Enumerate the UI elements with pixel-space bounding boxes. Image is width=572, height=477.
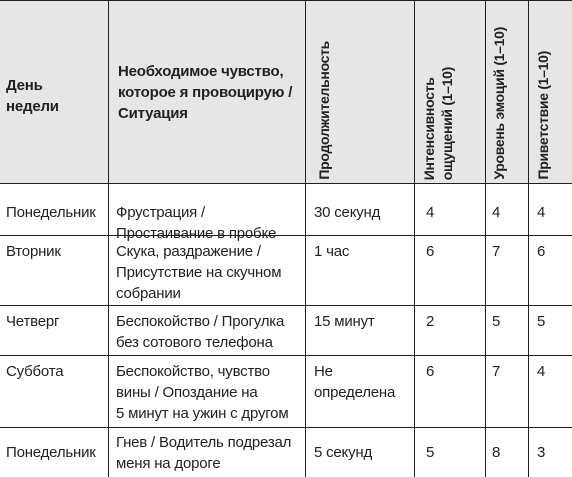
cell-duration: Не определена xyxy=(314,363,396,401)
cell-day: Четверг xyxy=(6,313,60,330)
table-row: Понедельник Гнев / Водитель подрезал мен… xyxy=(0,428,572,477)
cell-greeting: 3 xyxy=(537,444,546,461)
cell-emotion: 7 xyxy=(492,363,501,380)
cell-sensation: 6 xyxy=(426,243,435,260)
cell-emotion: 8 xyxy=(492,444,501,461)
table-row: Четверг Беспокойство / Прогулка без сото… xyxy=(0,306,572,356)
cell-duration: 1 час xyxy=(314,243,350,260)
cell-feeling: Гнев / Водитель подрезал меня на дороге xyxy=(116,434,292,472)
column-divider xyxy=(108,0,109,477)
cell-sensation: 5 xyxy=(426,444,435,461)
cell-feeling: Беспокойство / Прогулка без сотового тел… xyxy=(116,313,285,351)
cell-day: Вторник xyxy=(6,243,61,260)
cell-feeling: Фрустрация / Простаивание в пробке xyxy=(116,204,277,242)
cell-feeling: Беспокойство, чувство вины / Опоздание н… xyxy=(116,363,289,422)
cell-duration: 5 секунд xyxy=(314,444,373,461)
header-duration: Продолжительность xyxy=(316,41,332,180)
cell-sensation: 2 xyxy=(426,313,435,330)
cell-day: Суббота xyxy=(6,363,64,380)
cell-emotion: 5 xyxy=(492,313,501,330)
cell-greeting: 4 xyxy=(537,204,546,221)
cell-duration: 15 минут xyxy=(314,313,375,330)
cell-emotion: 4 xyxy=(492,204,501,221)
cell-sensation: 6 xyxy=(426,363,435,380)
cell-day: Понедельник xyxy=(6,444,96,461)
column-divider xyxy=(528,0,529,477)
header-sensation: Интенсивность ощущений (1–10) xyxy=(421,66,455,180)
column-divider xyxy=(485,0,486,477)
table-row: Суббота Беспокойство, чувство вины / Опо… xyxy=(0,356,572,428)
header-day: День недели xyxy=(6,77,59,115)
cell-greeting: 5 xyxy=(537,313,546,330)
table-row: Понедельник Фрустрация / Простаивание в … xyxy=(0,184,572,242)
cell-feeling: Скука, раздражение / Присутствие на скуч… xyxy=(116,243,282,302)
header-emotion: Уровень эмоций (1–10) xyxy=(491,27,507,180)
cell-day: Понедельник xyxy=(6,204,96,221)
cell-duration: 30 секунд xyxy=(314,204,381,221)
cell-sensation: 4 xyxy=(426,204,435,221)
cell-greeting: 6 xyxy=(537,243,546,260)
header-feeling: Необходимое чувство, которое я провоциру… xyxy=(118,63,293,122)
header-greeting: Приветствие (1–10) xyxy=(535,51,551,180)
column-divider xyxy=(305,0,306,477)
column-divider xyxy=(414,0,415,477)
table-header: День недели Необходимое чувство, которое… xyxy=(0,0,572,184)
table-row: Вторник Скука, раздражение / Присутствие… xyxy=(0,236,572,306)
cell-greeting: 4 xyxy=(537,363,546,380)
cell-emotion: 7 xyxy=(492,243,501,260)
